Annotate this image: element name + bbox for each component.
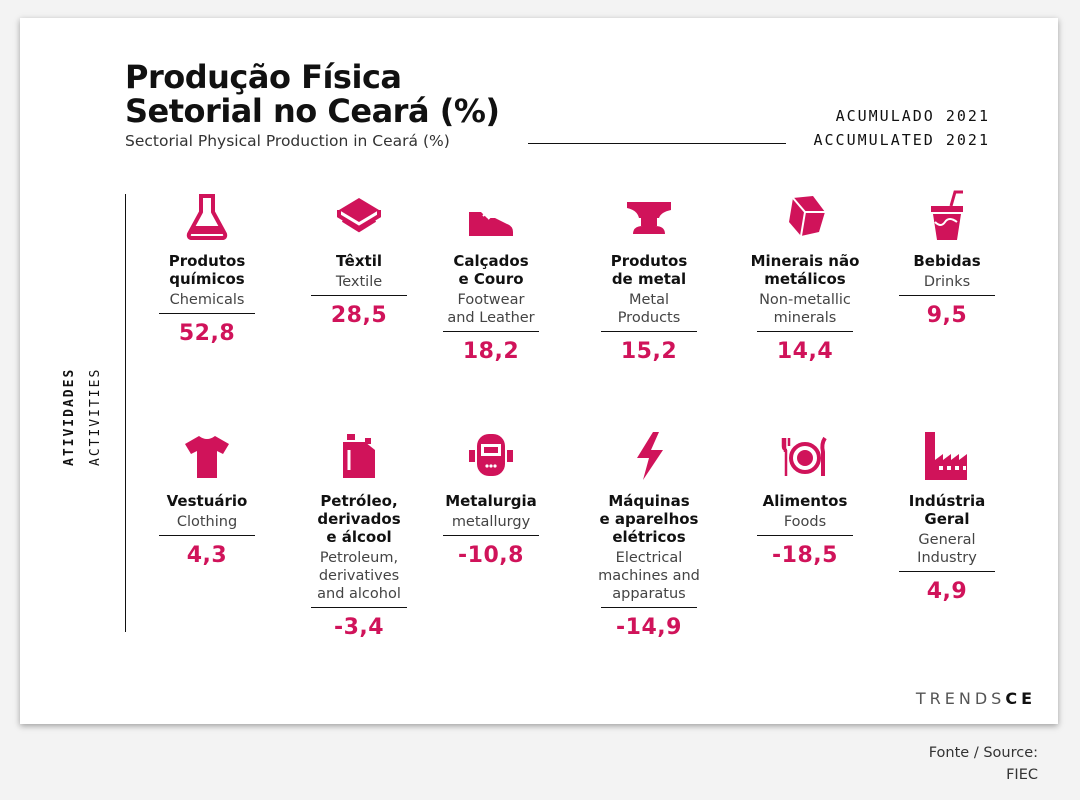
activity-name-pt: Minerais não metálicos [750, 252, 860, 288]
trendsce-logo: TRENDSCE [915, 689, 1036, 708]
activity-name-pt: Metalurgia [445, 492, 537, 510]
activity-item: Alimentos Foods -18,5 [735, 430, 875, 568]
activity-divider [311, 607, 407, 608]
activity-item: Máquinas e aparelhos elétricos Electrical… [579, 430, 719, 640]
activity-name-pt: Calçados e Couro [453, 252, 529, 288]
activity-name-en: Non-metallic minerals [759, 292, 851, 326]
plate-cutlery-icon [779, 430, 831, 482]
activity-item: Petróleo, derivados e álcool Petroleum, d… [289, 430, 429, 640]
activity-name-en: Chemicals [169, 292, 245, 308]
activity-divider [311, 295, 407, 296]
activity-name-en: General Industry [917, 532, 977, 566]
activity-name-pt: Produtos de metal [610, 252, 688, 288]
activity-value: -3,4 [333, 615, 385, 640]
activity-name-pt: Vestuário [166, 492, 248, 510]
activity-name-en: Foods [783, 514, 827, 530]
anvil-icon [623, 190, 675, 242]
activity-name-pt: Têxtil [336, 252, 382, 270]
gem-rock-icon [779, 190, 831, 242]
period-pt: ACUMULADO 2021 [835, 107, 990, 125]
activity-item: Têxtil Textile 28,5 [289, 190, 429, 328]
activity-name-en: Metal Products [617, 292, 681, 326]
title-line-2: Setorial no Ceará (%) [125, 92, 500, 130]
activity-divider [601, 607, 697, 608]
activity-divider [159, 313, 255, 314]
activity-name-pt: Petróleo, derivados e álcool [317, 492, 401, 546]
activity-name-pt: Bebidas [913, 252, 981, 270]
activity-value: 9,5 [926, 303, 968, 328]
activity-value: -18,5 [772, 543, 838, 568]
activity-item: Bebidas Drinks 9,5 [877, 190, 1017, 328]
title-line-1: Produção Física [125, 58, 402, 96]
activity-item: Minerais não metálicos Non-metallic miner… [735, 190, 875, 364]
tshirt-icon [181, 430, 233, 482]
activity-name-pt: Produtos químicos [168, 252, 246, 288]
side-rule [125, 194, 126, 632]
activity-value: 18,2 [462, 339, 520, 364]
lightning-icon [623, 430, 675, 482]
activity-name-en: Footwear and Leather [447, 292, 535, 326]
drink-cup-icon [921, 190, 973, 242]
activity-value: 15,2 [620, 339, 678, 364]
source-note: Fonte / Source: FIEC [928, 745, 1038, 783]
activity-name-en: Petroleum, derivatives and alcohol [317, 550, 401, 602]
activity-divider [899, 295, 995, 296]
activity-name-en: Clothing [176, 514, 238, 530]
sneaker-icon [465, 190, 517, 242]
activity-value: 4,3 [186, 543, 228, 568]
activity-item: Produtos químicos Chemicals 52,8 [137, 190, 277, 346]
welding-mask-icon [465, 430, 517, 482]
activity-value: -14,9 [616, 615, 682, 640]
activity-divider [443, 331, 539, 332]
activity-value: 4,9 [926, 579, 968, 604]
activity-divider [757, 535, 853, 536]
activity-value: 28,5 [330, 303, 388, 328]
activity-name-en: Drinks [923, 274, 971, 290]
activity-divider [443, 535, 539, 536]
activity-value: 52,8 [178, 321, 236, 346]
title-rule [528, 143, 786, 144]
activity-item: Calçados e Couro Footwear and Leather 18,2 [421, 190, 561, 364]
activity-value: 14,4 [776, 339, 834, 364]
side-label-en: ACTIVITIES [88, 367, 103, 466]
activity-item: Produtos de metal Metal Products 15,2 [579, 190, 719, 364]
jerrycan-icon [333, 430, 385, 482]
infographic-card: Produção Física Setorial no Ceará (%) Se… [20, 18, 1058, 724]
activity-divider [159, 535, 255, 536]
activity-item: Indústria Geral General Industry 4,9 [877, 430, 1017, 604]
activity-name-pt: Alimentos [762, 492, 848, 510]
activity-item: Vestuário Clothing 4,3 [137, 430, 277, 568]
period-en: ACCUMULATED 2021 [813, 131, 990, 149]
flask-icon [181, 190, 233, 242]
activity-divider [601, 331, 697, 332]
side-label-pt: ATIVIDADES [62, 367, 77, 466]
factory-icon [921, 430, 973, 482]
textile-roll-icon [333, 190, 385, 242]
subtitle: Sectorial Physical Production in Ceará (… [125, 132, 450, 150]
activity-value: -10,8 [458, 543, 524, 568]
activity-divider [899, 571, 995, 572]
activity-divider [757, 331, 853, 332]
activity-item: Metalurgia metallurgy -10,8 [421, 430, 561, 568]
activity-name-pt: Indústria Geral [908, 492, 986, 528]
activity-name-en: Textile [335, 274, 383, 290]
activity-name-en: Electrical machines and apparatus [598, 550, 700, 602]
activity-name-pt: Máquinas e aparelhos elétricos [599, 492, 699, 546]
activity-name-en: metallurgy [451, 514, 531, 530]
